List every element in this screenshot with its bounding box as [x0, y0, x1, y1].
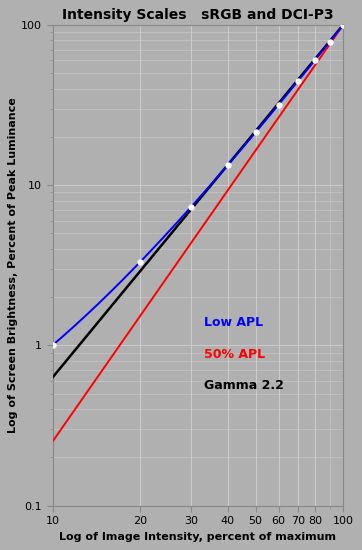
Text: Low APL: Low APL: [204, 316, 263, 329]
Title: Intensity Scales   sRGB and DCI-P3: Intensity Scales sRGB and DCI-P3: [62, 8, 334, 23]
X-axis label: Log of Image Intensity, percent of maximum: Log of Image Intensity, percent of maxim…: [59, 532, 336, 542]
Text: Gamma 2.2: Gamma 2.2: [204, 379, 283, 392]
Text: 50% APL: 50% APL: [204, 348, 265, 361]
Y-axis label: Log of Screen Brightness, Percent of Peak Luminance: Log of Screen Brightness, Percent of Pea…: [8, 97, 18, 433]
